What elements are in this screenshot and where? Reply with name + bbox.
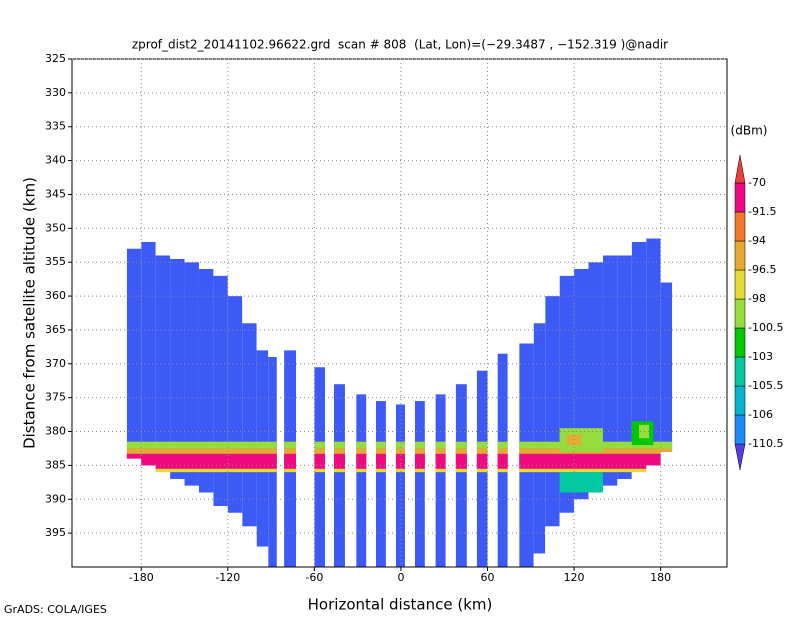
colorbar-label: -94 — [748, 234, 766, 247]
x-tick-label: 180 — [650, 571, 671, 584]
x-tick-label: -180 — [129, 571, 154, 584]
y-tick-label: 375 — [45, 391, 66, 404]
field — [126, 238, 673, 567]
x-tick-label: -120 — [215, 571, 240, 584]
echo — [126, 453, 673, 469]
y-tick-label: 345 — [45, 187, 66, 200]
echo — [559, 428, 603, 452]
colorbar-box — [734, 182, 746, 213]
swath-column — [617, 255, 632, 479]
swath-column — [141, 241, 156, 466]
footer: GrADS: COLA/IGES — [4, 603, 107, 616]
y-tick-label: 330 — [45, 86, 66, 99]
y-tick-label: 335 — [45, 120, 66, 133]
colorbar-triangle — [734, 154, 746, 184]
swath-column — [375, 401, 386, 567]
colorbar-label: -91.5 — [748, 205, 776, 218]
swath-column — [646, 238, 661, 466]
swath-column — [242, 323, 257, 527]
colorbar-box — [734, 298, 746, 329]
colorbar-box — [734, 211, 746, 242]
colorbar-units: (dBm) — [731, 124, 768, 138]
swath-column — [155, 255, 171, 473]
colorbar-label: -110.5 — [748, 437, 783, 450]
y-tick-label: 365 — [45, 323, 66, 336]
swath-column — [414, 401, 425, 567]
y-axis-label: Distance from satellite altitude (km) — [21, 177, 39, 449]
colorbar-label: -96.5 — [748, 263, 776, 276]
colorbar-label: -105.5 — [748, 379, 783, 392]
y-tick-label: 350 — [45, 221, 66, 234]
y-tick-label: 370 — [45, 357, 66, 370]
y-tick-label: 390 — [45, 492, 66, 505]
echo — [126, 441, 673, 449]
swath-column — [356, 394, 367, 567]
colorbar-triangle — [734, 443, 746, 471]
colorbar-box — [734, 414, 746, 445]
swath-column — [533, 323, 546, 554]
colorbar-box — [734, 356, 746, 387]
swath-column — [126, 248, 142, 459]
y-tick-label: 325 — [45, 52, 66, 65]
swath-column — [170, 258, 185, 479]
y-tick-label: 360 — [45, 289, 66, 302]
swath-column — [455, 384, 467, 567]
y-tick-label: 340 — [45, 154, 66, 167]
y-tick-label: 385 — [45, 458, 66, 471]
echo — [559, 472, 603, 493]
y-tick-label: 380 — [45, 425, 66, 438]
colorbar-label: -70 — [748, 176, 766, 189]
swath-column — [227, 296, 243, 513]
swath-column — [198, 268, 214, 493]
swath-column — [631, 241, 647, 473]
colorbar-box — [734, 327, 746, 358]
x-tick-label: 120 — [564, 571, 585, 584]
swath-column — [435, 394, 446, 567]
x-axis-label: Horizontal distance (km) — [308, 596, 493, 614]
colorbar-box — [734, 269, 746, 300]
swath-column — [602, 255, 618, 486]
colorbar-label: -100.5 — [748, 321, 783, 334]
colorbar-label: -98 — [748, 292, 766, 305]
colorbar-box — [734, 240, 746, 271]
x-tick-label: -60 — [305, 571, 323, 584]
swath-column — [184, 262, 199, 486]
x-tick-label: 0 — [397, 571, 404, 584]
y-tick-label: 355 — [45, 255, 66, 268]
swath-column — [660, 282, 673, 452]
colorbar-label: -103 — [748, 350, 773, 363]
chart-title: zprof_dist2_20141102.96622.grd scan # 80… — [132, 38, 668, 52]
colorbar-box — [734, 385, 746, 416]
swath-column — [395, 404, 405, 567]
echo — [126, 468, 673, 473]
swath-column — [545, 296, 560, 527]
y-tick-label: 395 — [45, 526, 66, 539]
swath-column — [334, 384, 345, 567]
colorbar-label: -106 — [748, 408, 773, 421]
x-tick-label: 60 — [481, 571, 495, 584]
plot-frame — [71, 58, 728, 568]
echo — [126, 448, 673, 454]
